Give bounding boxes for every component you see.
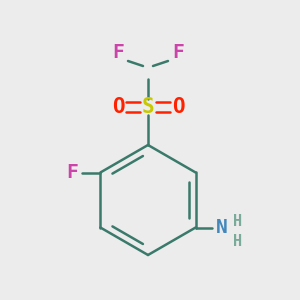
Text: O: O bbox=[172, 97, 184, 117]
Text: O: O bbox=[112, 97, 124, 117]
Text: H: H bbox=[233, 214, 242, 229]
Text: F: F bbox=[67, 163, 78, 182]
Text: H: H bbox=[233, 234, 242, 249]
Text: F: F bbox=[112, 44, 124, 62]
Text: N: N bbox=[216, 218, 227, 237]
Text: F: F bbox=[172, 44, 184, 62]
Text: S: S bbox=[142, 97, 154, 117]
